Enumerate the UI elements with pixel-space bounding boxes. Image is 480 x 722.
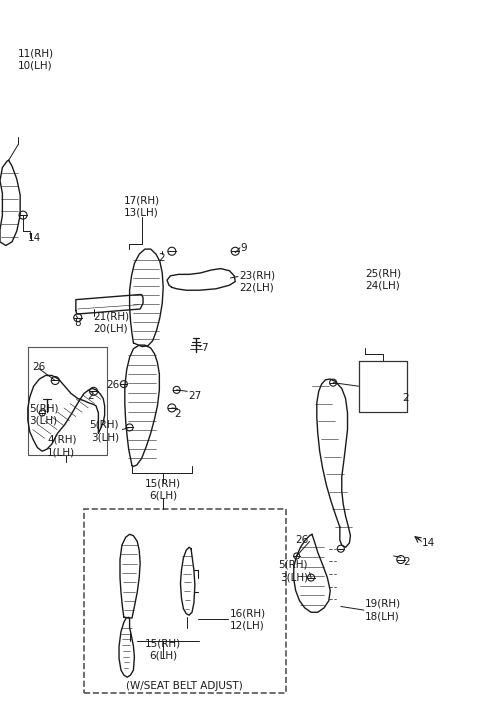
Text: 4(RH)
1(LH): 4(RH) 1(LH) — [47, 435, 76, 458]
Text: 2: 2 — [404, 557, 410, 567]
Text: 11(RH)
10(LH): 11(RH) 10(LH) — [18, 48, 54, 71]
Text: 2: 2 — [174, 409, 181, 419]
Text: 25(RH)
24(LH): 25(RH) 24(LH) — [365, 268, 401, 291]
Text: 8: 8 — [74, 318, 81, 328]
Text: 14: 14 — [28, 233, 41, 243]
Text: 5(RH)
3(LH): 5(RH) 3(LH) — [279, 560, 308, 583]
Text: 14: 14 — [421, 538, 435, 548]
Text: 23(RH)
22(LH): 23(RH) 22(LH) — [239, 270, 275, 293]
Text: 26: 26 — [33, 362, 46, 373]
Text: 19(RH)
18(LH): 19(RH) 18(LH) — [365, 599, 401, 622]
Text: 5(RH)
3(LH): 5(RH) 3(LH) — [29, 403, 58, 426]
Text: 5(RH)
3(LH): 5(RH) 3(LH) — [90, 419, 119, 443]
Text: 7: 7 — [201, 343, 207, 353]
Text: 15(RH)
6(LH): 15(RH) 6(LH) — [145, 478, 181, 501]
Text: 17(RH)
13(LH): 17(RH) 13(LH) — [123, 195, 160, 218]
Text: 15(RH)
6(LH): 15(RH) 6(LH) — [145, 638, 181, 661]
Text: 2: 2 — [402, 393, 409, 403]
Text: 16(RH)
12(LH): 16(RH) 12(LH) — [229, 608, 265, 631]
Text: 2: 2 — [158, 253, 165, 264]
Text: 21(RH)
20(LH): 21(RH) 20(LH) — [94, 311, 130, 334]
Text: 9: 9 — [240, 243, 247, 253]
Bar — [84, 509, 286, 693]
Text: (W/SEAT BELT ADJUST): (W/SEAT BELT ADJUST) — [126, 681, 243, 691]
Text: 2: 2 — [87, 391, 94, 401]
Text: 26: 26 — [106, 380, 119, 390]
Text: 27: 27 — [188, 391, 202, 401]
Text: 26: 26 — [295, 535, 308, 545]
